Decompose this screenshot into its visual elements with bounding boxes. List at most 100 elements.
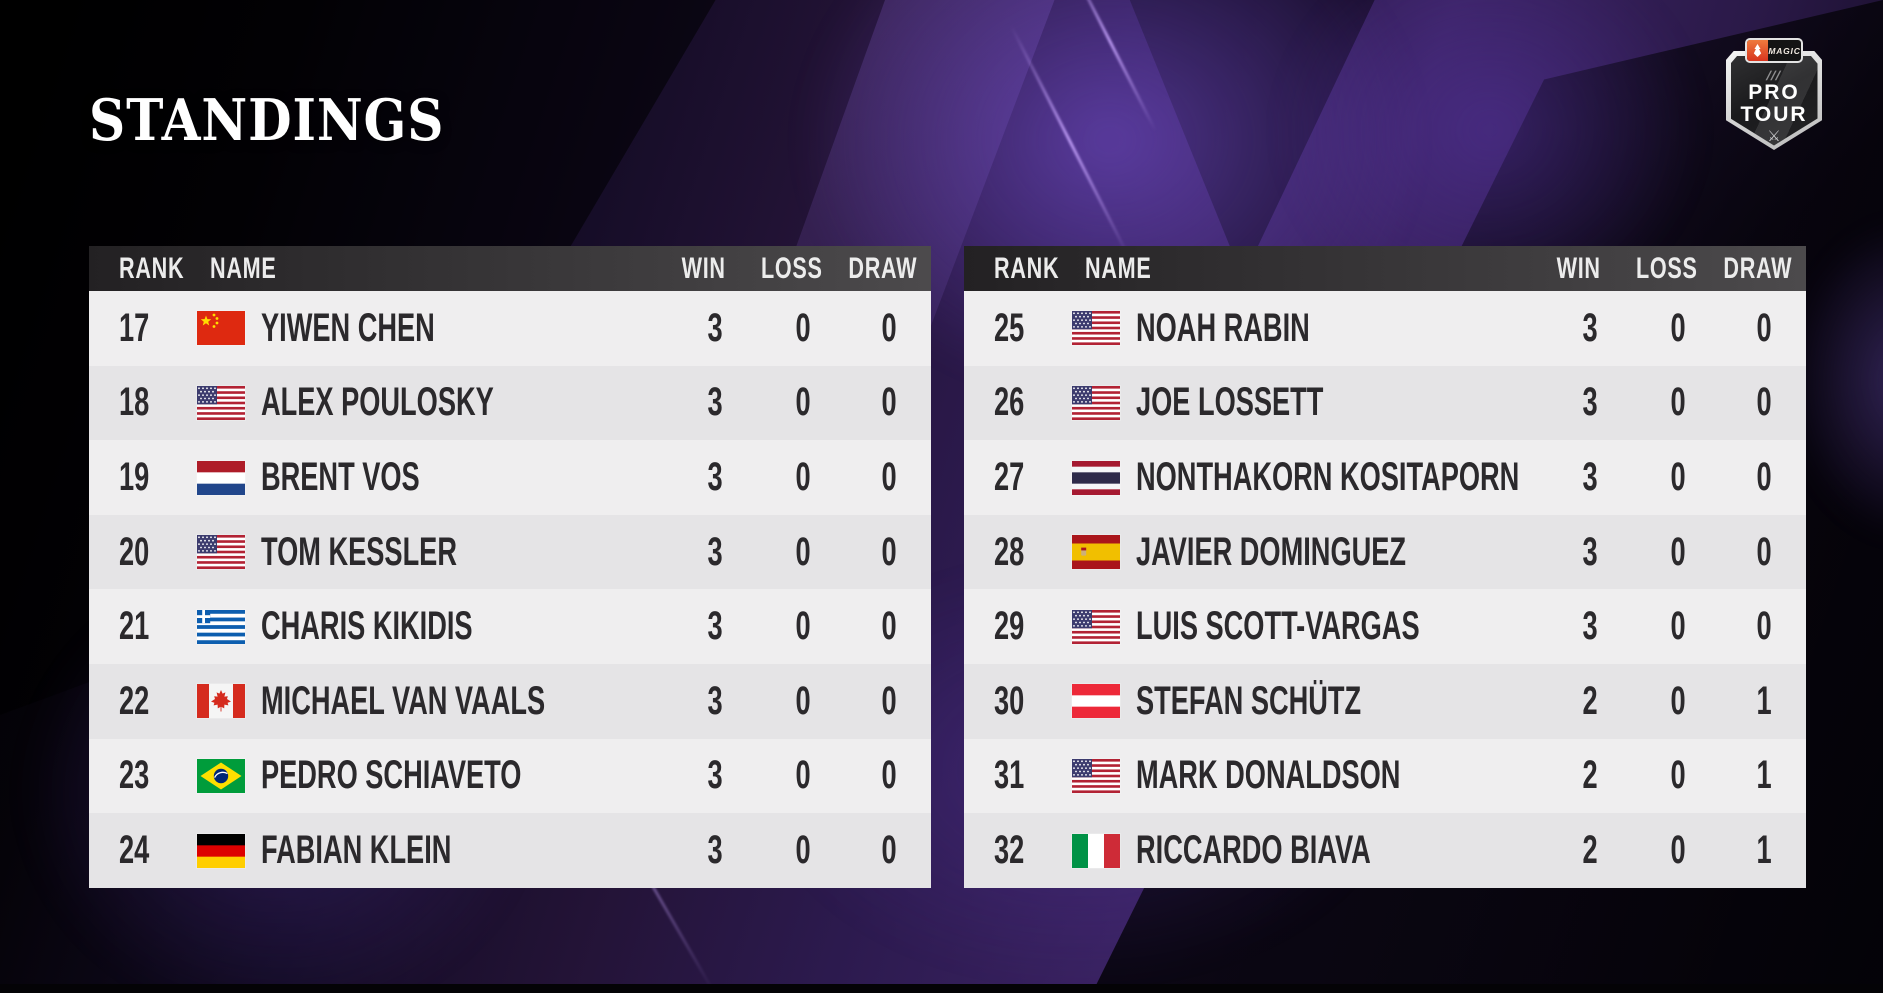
bottom-letterbox-bar [0, 984, 1883, 993]
standings-row: 29 LUIS SCOTT-VARGAS 3 0 0 [964, 589, 1806, 665]
name-cell: FABIAN KLEIN [197, 813, 671, 888]
name-cell: STEFAN SCHÜTZ [1072, 664, 1546, 739]
rank-value: 22 [119, 678, 150, 723]
draw-value: 0 [881, 455, 897, 500]
draw-cell: 0 [1722, 589, 1806, 664]
draw-cell: 0 [847, 664, 931, 739]
win-value: 3 [1582, 604, 1598, 649]
header-loss: LOSS [760, 251, 823, 285]
loss-value: 0 [1670, 305, 1686, 350]
header-draw: DRAW [1723, 251, 1793, 285]
standings-table-right: RANK NAME WIN LOSS DRAW 25 NOAH RABIN 3 0 0 2… [964, 246, 1806, 888]
loss-value: 0 [1670, 753, 1686, 798]
standings-row: 20 TOM KESSLER 3 0 0 [89, 514, 931, 590]
name-cell: MARK DONALDSON [1072, 739, 1546, 814]
name-cell: PEDRO SCHIAVETO [197, 739, 671, 814]
win-value: 3 [707, 380, 723, 425]
logo-line-pro: PRO [1748, 80, 1800, 104]
crossed-swords-icon: ⚔ [1767, 127, 1781, 145]
draw-value: 0 [881, 380, 897, 425]
name-cell: CHARIS KIKIDIS [197, 589, 671, 664]
draw-value: 0 [881, 305, 897, 350]
loss-value: 0 [1670, 828, 1686, 873]
loss-cell: 0 [1634, 739, 1722, 814]
win-cell: 3 [671, 440, 759, 515]
draw-cell: 0 [1722, 515, 1806, 590]
flag-icon-de [197, 833, 245, 868]
header-draw: DRAW [848, 251, 918, 285]
win-value: 3 [707, 529, 723, 574]
standings-row: 30 STEFAN SCHÜTZ 2 0 1 [964, 664, 1806, 739]
loss-value: 0 [795, 753, 811, 798]
win-value: 3 [1582, 529, 1598, 574]
loss-cell: 0 [759, 291, 847, 366]
win-value: 3 [707, 305, 723, 350]
win-cell: 3 [671, 366, 759, 441]
name-cell: MICHAEL VAN VAALS [197, 664, 671, 739]
name-cell: JAVIER DOMINGUEZ [1072, 515, 1546, 590]
name-cell: BRENT VOS [197, 440, 671, 515]
draw-cell: 1 [1722, 813, 1806, 888]
win-cell: 3 [1546, 515, 1634, 590]
draw-cell: 0 [1722, 440, 1806, 515]
player-name: MICHAEL VAN VAALS [261, 678, 546, 723]
flag-icon-es [1072, 535, 1120, 570]
win-cell: 3 [671, 813, 759, 888]
loss-value: 0 [795, 828, 811, 873]
standings-row: 21 CHARIS KIKIDIS 3 0 0 [89, 589, 931, 665]
win-cell: 2 [1546, 739, 1634, 814]
rank-value: 23 [119, 753, 150, 798]
win-value: 3 [1582, 380, 1598, 425]
draw-cell: 1 [1722, 739, 1806, 814]
draw-value: 0 [881, 529, 897, 574]
draw-value: 0 [1756, 604, 1772, 649]
player-name: BRENT VOS [261, 455, 420, 500]
rank-value: 32 [994, 828, 1025, 873]
standings-table-left: RANK NAME WIN LOSS DRAW 17 YIWEN CHEN 3 0 0 1… [89, 246, 931, 888]
loss-value: 0 [1670, 678, 1686, 723]
loss-cell: 0 [759, 664, 847, 739]
win-value: 3 [707, 828, 723, 873]
standings-row: 25 NOAH RABIN 3 0 0 [964, 291, 1806, 366]
rank-value: 17 [119, 305, 150, 350]
win-value: 3 [707, 753, 723, 798]
loss-value: 0 [1670, 529, 1686, 574]
rank-cell: 22 [89, 664, 197, 739]
rank-value: 19 [119, 455, 150, 500]
shield-content: /// PRO TOUR ⚔ [1731, 56, 1818, 146]
standings-row: 31 MARK DONALDSON 2 0 1 [964, 738, 1806, 814]
draw-cell: 0 [1722, 366, 1806, 441]
hash-marks: /// [1764, 67, 1784, 83]
draw-cell: 0 [847, 366, 931, 441]
rank-cell: 29 [964, 589, 1072, 664]
win-value: 3 [707, 455, 723, 500]
player-name: JOE LOSSETT [1136, 380, 1324, 425]
header-name: NAME [209, 251, 277, 285]
logo-line-tour: TOUR [1740, 103, 1808, 127]
draw-value: 0 [881, 678, 897, 723]
rank-value: 31 [994, 753, 1025, 798]
loss-cell: 0 [759, 589, 847, 664]
planeswalker-icon [1747, 40, 1768, 61]
player-name: TOM KESSLER [261, 529, 457, 574]
loss-value: 0 [1670, 380, 1686, 425]
win-cell: 3 [671, 291, 759, 366]
loss-cell: 0 [759, 515, 847, 590]
loss-cell: 0 [759, 440, 847, 515]
loss-cell: 0 [1634, 589, 1722, 664]
header-rank: RANK [119, 251, 185, 285]
table-body: 25 NOAH RABIN 3 0 0 26 JOE LOSSETT 3 0 0 27 NONTHAK… [964, 291, 1806, 888]
rank-value: 29 [994, 604, 1025, 649]
standings-row: 27 NONTHAKORN KOSITAPORN 3 0 0 [964, 440, 1806, 515]
draw-value: 0 [1756, 305, 1772, 350]
draw-value: 0 [1756, 529, 1772, 574]
loss-cell: 0 [1634, 664, 1722, 739]
rank-cell: 19 [89, 440, 197, 515]
rank-value: 27 [994, 455, 1025, 500]
win-cell: 3 [671, 589, 759, 664]
flag-icon-us [197, 535, 245, 570]
loss-cell: 0 [1634, 515, 1722, 590]
flag-icon-at [1072, 684, 1120, 719]
flag-icon-cn [197, 311, 245, 346]
win-cell: 3 [1546, 589, 1634, 664]
